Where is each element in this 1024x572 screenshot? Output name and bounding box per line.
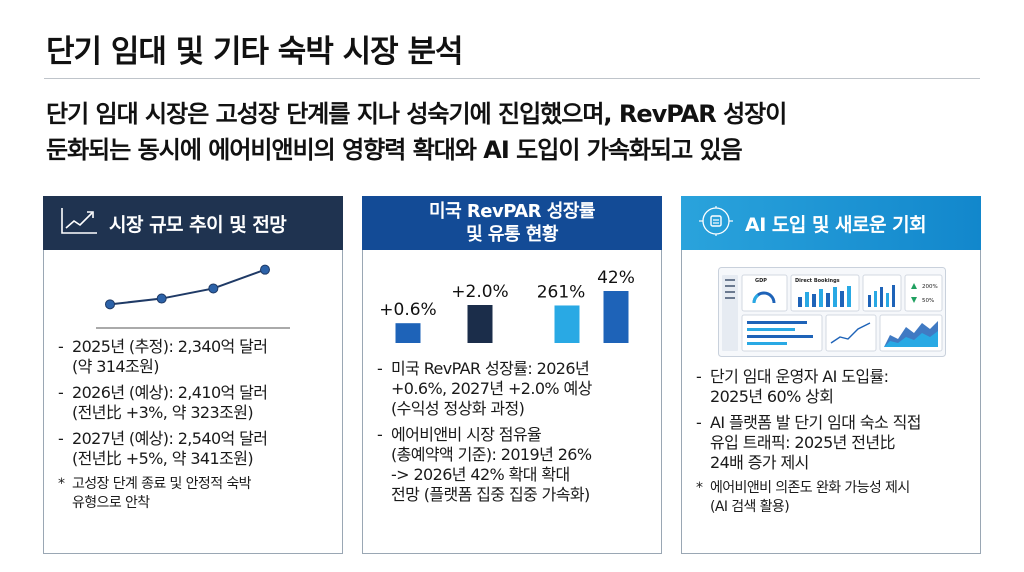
- market-size-panel-title: 시장 규모 추이 및 전망: [109, 213, 287, 236]
- list-item: - AI 플랫폼 발 단기 임대 숙소 직접 유입 트래픽: 2025년 전년比 …: [696, 413, 921, 472]
- bar-1: [467, 305, 493, 343]
- bar-3: [603, 291, 629, 343]
- bar-label-3: 42%: [597, 268, 635, 288]
- list-item: -2026년 (예상): 2,410억 달러 (전년比 +3%, 약 323조원…: [58, 383, 268, 422]
- market-size-panel-header: 시장 규모 추이 및 전망: [43, 196, 343, 250]
- list-item: - 단기 임대 운영자 AI 도입률: 2025년 60% 상회: [696, 367, 889, 406]
- list-item: -2027년 (예상): 2,540억 달러 (전년比 +5%, 약 341조원…: [58, 429, 268, 468]
- dashboard-sidebar: [722, 275, 738, 351]
- list-item: -2025년 (추정): 2,340억 달러 (약 314조원): [58, 337, 268, 376]
- summary-line-2: 둔화되는 동시에 에어비앤비의 영향력 확대와 AI 도입이 가속화되고 있음: [46, 136, 743, 164]
- page-title: 단기 임대 및 기타 숙박 시장 분석: [46, 34, 464, 70]
- revpar-panel: 미국 RevPAR 성장률 및 유통 현황 +0.6% +2.0% 261% 42% …: [362, 196, 662, 554]
- growth-pct-2: 50%: [922, 298, 934, 304]
- ai-panel: AI 도입 및 새로운 기회 GDP Direct Bookings: [681, 196, 981, 554]
- data-point-2027: [260, 264, 270, 275]
- footnote: * 고성장 단계 종료 및 안정적 숙박 유형으로 안착: [58, 476, 251, 511]
- market-size-list: -2025년 (추정): 2,340억 달러 (약 314조원) -2026년 …: [58, 337, 334, 513]
- revpar-bar-chart: +0.6% +2.0% 261% 42%: [379, 268, 635, 343]
- data-point-2025: [156, 293, 167, 304]
- trend-chart-icon: [59, 206, 99, 241]
- market-size-panel: 시장 규모 추이 및 전망 -2025년 (추정): 2,340억 달러 (약 …: [43, 196, 343, 554]
- card-gdp-label: GDP: [755, 278, 767, 284]
- card-direct-bookings-label: Direct Bookings: [795, 278, 840, 284]
- market-size-line-chart: [96, 264, 290, 329]
- data-point-2026: [208, 283, 219, 294]
- dashboard-card-line: [825, 314, 877, 352]
- revpar-panel-title-line-2: 및 유통 현황: [466, 224, 558, 245]
- summary: 단기 임대 시장은 고성장 단계를 지나 성숙기에 진입했으며, RevPAR …: [46, 96, 986, 168]
- bar-label-0: +0.6%: [379, 300, 436, 320]
- up-arrow-icon: [911, 283, 917, 289]
- title-divider: [44, 78, 980, 79]
- data-point-2024: [105, 299, 115, 310]
- bar-label-1: +2.0%: [451, 282, 508, 302]
- dashboard-illustration: GDP Direct Bookings 200% 50%: [718, 267, 946, 357]
- bar-label-2: 261%: [537, 282, 586, 302]
- revpar-panel-header: 미국 RevPAR 성장률 및 유통 현황: [362, 196, 662, 250]
- down-arrow-icon: [911, 297, 917, 303]
- ai-panel-header: AI 도입 및 새로운 기회: [681, 196, 981, 250]
- bar-2: [554, 305, 580, 343]
- dashboard-card-progress: [741, 314, 823, 352]
- ai-list: - 단기 임대 운영자 AI 도입률: 2025년 60% 상회 - AI 플랫폼 …: [696, 367, 972, 517]
- growth-pct-1: 200%: [922, 284, 938, 290]
- ai-panel-title: AI 도입 및 새로운 기회: [745, 213, 927, 236]
- revpar-list: - 미국 RevPAR 성장률: 2026년 +0.6%, 2027년 +2.0%…: [377, 359, 653, 511]
- bar-0: [395, 323, 421, 343]
- ai-chip-icon: [697, 205, 735, 242]
- series-line: [109, 268, 266, 306]
- summary-line-1: 단기 임대 시장은 고성장 단계를 지나 성숙기에 진입했으며, RevPAR …: [46, 100, 787, 128]
- revpar-panel-title-line-1: 미국 RevPAR 성장률: [429, 201, 595, 222]
- list-item: - 미국 RevPAR 성장률: 2026년 +0.6%, 2027년 +2.0%…: [377, 359, 592, 418]
- footnote: * 에어비앤비 의존도 완화 가능성 제시 (AI 검색 활용): [696, 480, 910, 515]
- list-item: - 에어비앤비 시장 점유율 (총예약액 기준): 2019년 26% -> 20…: [377, 425, 592, 504]
- dashboard-card-growth: [904, 274, 943, 312]
